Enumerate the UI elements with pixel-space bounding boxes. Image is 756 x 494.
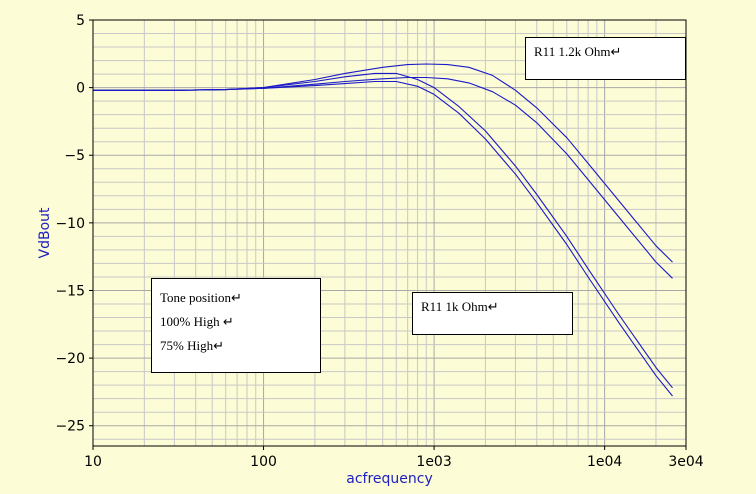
- tone-position-75: 75% High↵: [160, 338, 224, 353]
- series-line-4: [93, 80, 673, 397]
- x-tick-label: 1e04: [587, 454, 622, 470]
- y-tick-label: 5: [76, 13, 85, 29]
- tone-position-title: Tone position↵: [160, 290, 242, 305]
- annotation-r11-1k-text: R11 1k Ohm↵: [421, 299, 499, 314]
- tone-position-100: 100% High ↵: [160, 314, 234, 329]
- x-axis-label: acfrequency: [346, 471, 433, 487]
- series-lines: [93, 63, 673, 397]
- x-tick-label: 1e03: [416, 454, 451, 470]
- annotation-r11-1k: R11 1k Ohm↵: [412, 292, 573, 335]
- series-line-3: [93, 72, 673, 389]
- y-tick-label: 0: [76, 81, 85, 97]
- tick-labels: 5 0 −5 −10 −15 −20 −25 10 100 1e03 1e04 3e04: [55, 13, 703, 470]
- annotation-tone-position: Tone position↵ 100% High ↵ 75% High↵: [151, 278, 321, 373]
- plot-frame: [92, 19, 687, 447]
- grid: [92, 19, 687, 446]
- y-tick-label: −20: [55, 351, 85, 367]
- y-tick-label: −10: [55, 216, 85, 232]
- y-tick-label: −5: [64, 148, 85, 164]
- annotation-r11-1-2k: R11 1.2k Ohm↵: [525, 37, 686, 80]
- x-tick-label: 10: [84, 454, 102, 470]
- x-tick-label: 3e04: [668, 454, 703, 470]
- y-tick-label: −15: [55, 283, 85, 299]
- y-tick-label: −25: [55, 419, 85, 435]
- annotation-r11-1-2k-text: R11 1.2k Ohm↵: [534, 44, 622, 59]
- plot-area: [93, 20, 686, 446]
- x-tick-label: 100: [250, 454, 277, 470]
- y-axis-label: VdBout: [37, 207, 53, 259]
